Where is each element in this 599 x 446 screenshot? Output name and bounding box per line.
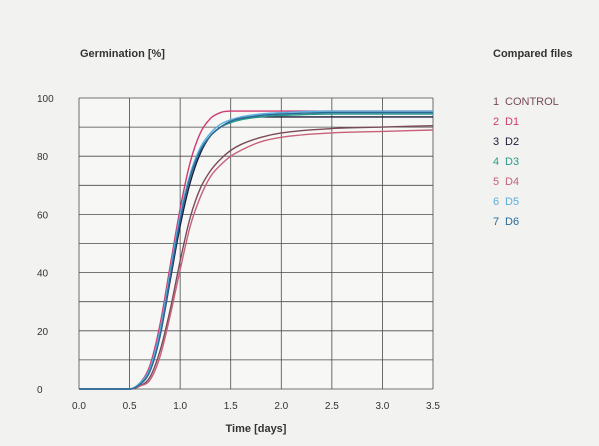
y-tick-label: 60 (37, 210, 49, 221)
series-line-d4 (79, 129, 434, 390)
legend-number: 1 (493, 96, 499, 108)
y-tick-label: 40 (37, 269, 49, 280)
legend-number: 3 (493, 136, 499, 148)
x-tick-label: 1.5 (224, 401, 238, 412)
y-tick-label: 100 (37, 94, 54, 105)
x-tick-label: 0.5 (123, 401, 137, 412)
legend-number: 4 (493, 156, 499, 168)
series-line-control (79, 124, 434, 390)
legend-label-d4: D4 (505, 176, 519, 188)
y-tick-label: 20 (37, 327, 49, 338)
legend-title: Compared files (493, 48, 572, 60)
legend-label-d3: D3 (505, 156, 519, 168)
series-line-d5 (79, 110, 433, 390)
legend-label-d5: D5 (505, 196, 519, 208)
x-tick-label: 2.5 (325, 401, 339, 412)
x-tick-label: 2.0 (274, 401, 288, 412)
y-tick-label: 0 (37, 385, 43, 396)
legend: 1 CONTROL 2 D1 3 D2 4 D3 5 D4 6 D5 7 D6 (493, 96, 559, 228)
series-line-d1 (79, 110, 433, 390)
legend-label-d2: D2 (505, 136, 519, 148)
x-tick-label: 3.0 (375, 401, 389, 412)
legend-number: 2 (493, 116, 499, 128)
x-tick-label: 0.0 (72, 401, 86, 412)
legend-label-control: CONTROL (505, 96, 559, 108)
legend-number: 7 (493, 216, 499, 228)
series-line-d6 (79, 111, 433, 390)
legend-label-d1: D1 (505, 116, 519, 128)
plot-area: 0.0 0.5 1.0 1.5 2.0 2.5 3.0 3.5 0 20 40 60 80 100 (37, 94, 440, 412)
x-tick-label: 1.0 (173, 401, 187, 412)
legend-number: 5 (493, 176, 499, 188)
x-axis-label: Time [days] (226, 423, 287, 435)
x-tick-label: 3.5 (426, 401, 440, 412)
chart-title: Germination [%] (80, 48, 165, 60)
legend-number: 6 (493, 196, 499, 208)
legend-label-d6: D6 (505, 216, 519, 228)
y-tick-label: 80 (37, 152, 49, 163)
